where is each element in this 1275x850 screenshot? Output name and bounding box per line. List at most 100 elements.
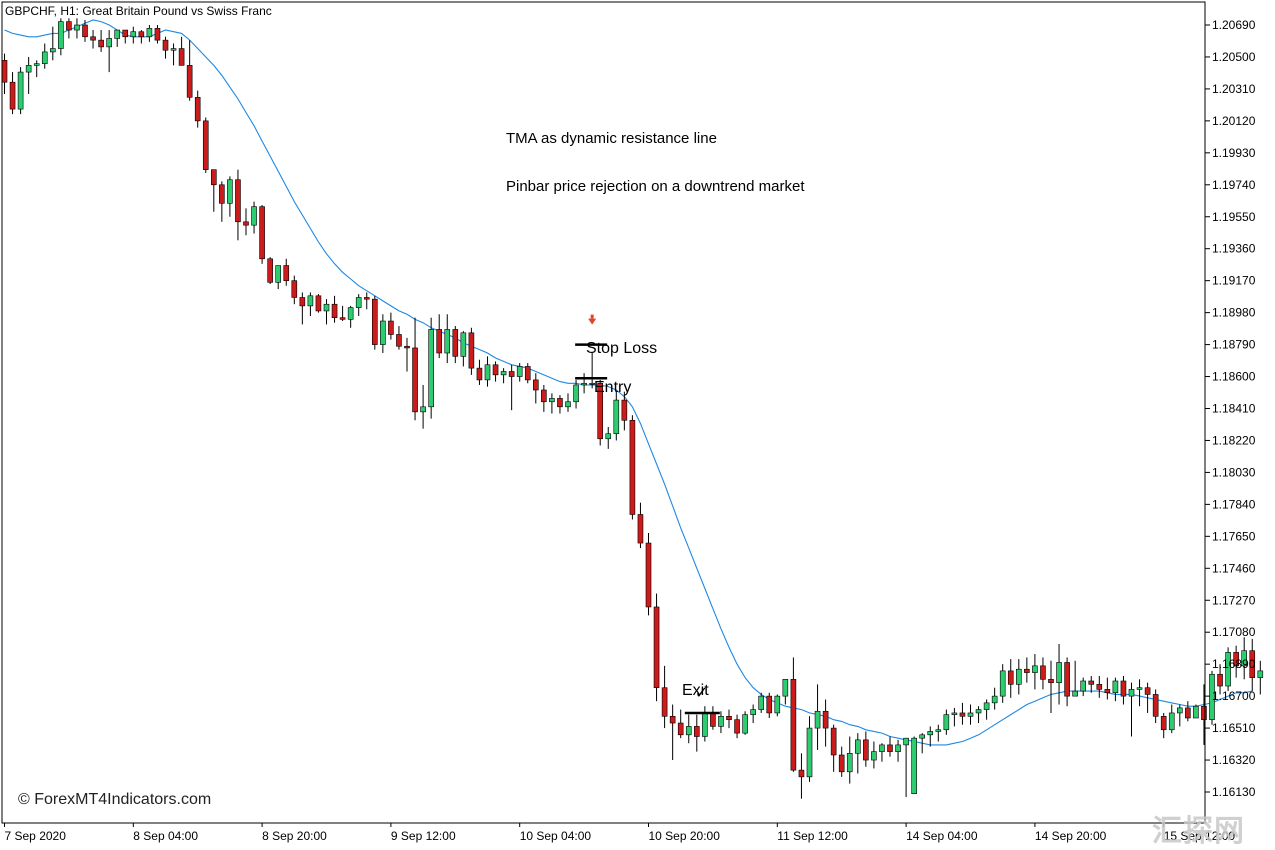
bear-candle-body: [178, 48, 185, 66]
x-tick-label: 14 Sep 20:00: [1035, 829, 1107, 843]
y-tick-label: 1.18220: [1212, 433, 1256, 447]
candle: [774, 694, 781, 717]
candle: [331, 295, 338, 323]
candle: [1217, 664, 1223, 695]
candle: [33, 60, 40, 78]
candle: [895, 739, 901, 762]
bear-candle-body: [122, 29, 129, 38]
candle: [718, 711, 724, 734]
bear-candle-body: [211, 169, 217, 186]
candle: [363, 292, 370, 310]
bear-candle-body: [766, 695, 773, 714]
candle: [1007, 659, 1014, 698]
bear-candle-body: [597, 382, 604, 440]
bear-candle-body: [235, 179, 241, 223]
bear-candle-body: [267, 258, 273, 283]
candle: [1015, 659, 1022, 695]
bull-candle-body: [718, 716, 724, 727]
candle: [814, 684, 821, 750]
y-tick-label: 1.17460: [1212, 561, 1256, 575]
bull-candle-body: [146, 28, 153, 38]
candle: [283, 258, 290, 286]
y-tick-label: 1.17080: [1212, 625, 1256, 639]
bear-candle-body: [524, 366, 531, 381]
y-tick-label: 1.18600: [1212, 370, 1256, 384]
bear-candle-body: [1144, 687, 1151, 695]
bear-candle-body: [219, 184, 225, 204]
bull-candle-body: [1136, 687, 1143, 690]
bull-candle-body: [1128, 689, 1135, 697]
bear-candle-body: [202, 120, 209, 170]
bull-candle-body: [935, 729, 942, 732]
bull-candle-body: [846, 753, 853, 773]
bull-candle-body: [1015, 668, 1022, 685]
bull-candle-body: [750, 709, 756, 715]
bear-candle-body: [1096, 684, 1103, 690]
bear-candle-body: [838, 754, 845, 773]
candle: [275, 265, 282, 290]
bull-candle-body: [1056, 662, 1062, 683]
candle: [1209, 670, 1215, 725]
candle: [613, 391, 620, 441]
bear-candle-body: [726, 716, 732, 720]
candle: [178, 36, 185, 66]
bull-candle-body: [758, 695, 765, 710]
candle: [1048, 660, 1054, 713]
bear-candle-body: [1120, 680, 1127, 697]
bull-candle-body: [307, 295, 314, 307]
bear-candle-body: [863, 739, 869, 761]
check-icon: ✓: [695, 685, 708, 702]
bull-candle-body: [106, 38, 112, 48]
bull-candle-body: [33, 63, 40, 66]
bull-candle-body: [25, 65, 32, 73]
bear-candle-body: [1088, 680, 1095, 685]
candle: [420, 384, 426, 429]
candle: [1032, 654, 1038, 690]
candle: [371, 295, 378, 350]
candle: [1233, 645, 1239, 678]
candle: [1257, 660, 1264, 695]
candle: [25, 56, 32, 94]
bull-candle-body: [871, 751, 877, 761]
candle: [58, 18, 64, 56]
bear-candle-body: [138, 31, 145, 38]
bull-candle-body: [1241, 650, 1247, 667]
candle: [782, 679, 789, 705]
candle: [1120, 675, 1127, 705]
candle: [669, 704, 676, 761]
candle: [1072, 660, 1078, 697]
bear-candle-body: [822, 710, 829, 729]
candle: [524, 363, 531, 384]
x-tick-label: 9 Sep 12:00: [391, 829, 456, 843]
bear-candle-body: [734, 719, 740, 734]
candle: [677, 709, 684, 739]
y-tick-label: 1.16510: [1212, 721, 1256, 735]
entry-label: Entry: [594, 379, 632, 396]
candle: [1112, 677, 1119, 702]
candle: [846, 736, 853, 784]
bull-candle-body: [605, 433, 612, 440]
candle: [114, 29, 120, 47]
bull-candle-body: [685, 726, 692, 736]
bear-candle-body: [1040, 665, 1046, 680]
bull-candle-body: [879, 744, 885, 752]
candle: [484, 356, 491, 387]
candle: [549, 393, 555, 414]
candle: [830, 724, 837, 772]
bull-candle-body: [1225, 652, 1231, 687]
bull-candle-body: [589, 382, 595, 385]
x-tick-label: 8 Sep 04:00: [133, 829, 198, 843]
chart-title: GBPCHF, H1: Great Britain Pound vs Swiss…: [5, 4, 272, 18]
candle: [838, 746, 845, 777]
trade-levels-layer: ✓: [575, 314, 720, 715]
x-tick-label: 8 Sep 20:00: [262, 829, 327, 843]
bull-candle-body: [1257, 670, 1264, 678]
candle: [685, 714, 692, 744]
bull-candle-body: [1032, 665, 1038, 673]
candle: [903, 737, 909, 798]
candle: [1064, 657, 1070, 707]
x-tick-label: 10 Sep 20:00: [649, 829, 721, 843]
exit-label: Exit: [682, 682, 709, 699]
bull-candle-body: [420, 406, 426, 413]
